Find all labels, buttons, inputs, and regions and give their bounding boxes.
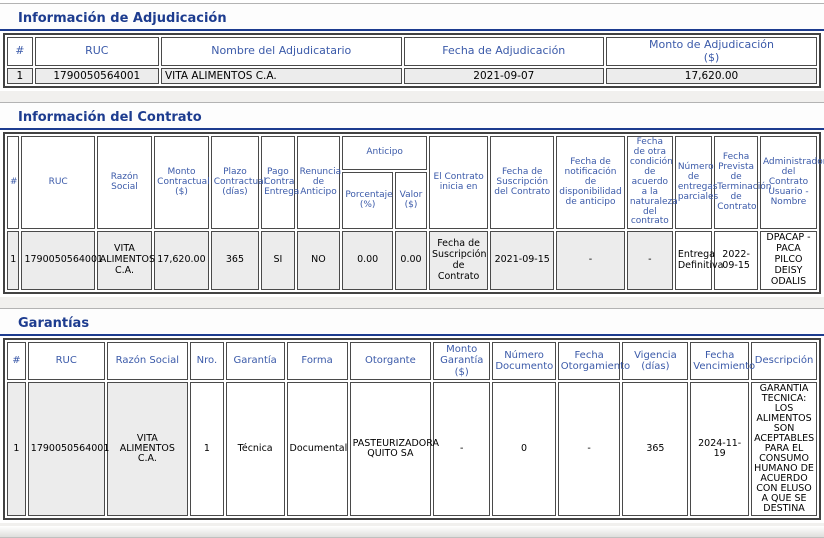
contract-header-inicia: El Contrato inicia en: [428, 136, 489, 230]
guarantees-data-row: 1 1790050564001 VITA ALIMENTOS C.A. 1 Té…: [7, 382, 817, 516]
award-table-wrap: # RUC Nombre del Adjudicatario Fecha de …: [0, 31, 824, 92]
contract-cell-anticipo-valor: 0.00: [395, 231, 427, 290]
award-header-num: #: [7, 37, 33, 67]
contract-header-razon-social: Razón Social: [96, 136, 153, 230]
contract-table-wrap: # RUC Razón Social Monto Contractual ($)…: [0, 130, 824, 297]
section-title-guarantees: Garantías: [18, 315, 90, 331]
section-title-award: Información de Adjudicación: [18, 11, 227, 26]
contract-header-anticipo-group: Anticipo: [342, 136, 427, 170]
guarantees-cell-otorgante: PASTEURIZADORA QUITO SA: [349, 382, 439, 516]
contract-cell-anticipo-porcentaje: 0.00: [342, 231, 393, 290]
guarantees-header-nro: Nro.: [190, 341, 224, 381]
contract-cell-ruc: 1790050564001: [21, 231, 103, 290]
contract-cell-razon-social: VITA ALIMENTOS C.A.: [96, 231, 155, 290]
contract-title-band: Información del Contrato: [0, 102, 824, 131]
contract-cell-plazo: 365: [210, 231, 260, 290]
contract-cell-fecha-otra-condicion: -: [626, 231, 673, 290]
guarantees-cell-numero-documento: 0: [492, 382, 556, 516]
award-header-row: # RUC Nombre del Adjudicatario Fecha de …: [7, 37, 817, 67]
contract-header-entregas-parciales: Número de entregas parciales: [674, 136, 718, 230]
contract-header-renuncia-anticipo: Renuncia de Anticipo: [296, 136, 341, 230]
guarantees-header-otorgante: Otorgante: [349, 341, 432, 381]
guarantees-header-fecha-otorgamiento: Fecha Otorgamiento: [557, 341, 630, 381]
section-gap: [0, 91, 824, 102]
award-header-date: Fecha de Adjudicación: [403, 37, 605, 67]
contract-data-row: 1 1790050564001 VITA ALIMENTOS C.A. 17,6…: [7, 231, 817, 290]
award-cell-amount: 17,620.00: [606, 68, 817, 85]
contract-cell-fecha-suscripcion: 2021-09-15: [490, 231, 555, 290]
award-cell-num: 1: [7, 68, 33, 85]
guarantees-table: # RUC Razón Social Nro. Garantía Forma O…: [3, 337, 821, 520]
contract-header-anticipo-porcentaje: Porcentaje (%): [342, 171, 393, 230]
guarantees-cell-garantia: Técnica: [225, 382, 285, 516]
bottom-gradient-bar: [0, 526, 824, 538]
guarantees-header-row: # RUC Razón Social Nro. Garantía Forma O…: [7, 341, 817, 381]
guarantees-cell-fecha-otorgamiento: -: [557, 382, 621, 516]
contract-cell-entregas-parciales: Entrega Definitiva: [674, 231, 723, 290]
contract-cell-fecha-terminacion: 2022-09-15: [714, 231, 758, 290]
guarantees-cell-num: 1: [7, 382, 26, 516]
contract-header-anticipo-valor: Valor ($): [395, 171, 427, 230]
contract-section: Información del Contrato # RUC Razón Soc…: [0, 102, 824, 297]
guarantees-header-razon-social: Razón Social: [106, 341, 189, 381]
guarantees-header-fecha-vencimiento: Fecha Vencimiento: [690, 341, 755, 381]
contract-header-fecha-otra-condicion: Fecha de otra condición de acuerdo a la …: [626, 136, 678, 230]
contract-header-num: #: [7, 136, 20, 230]
section-title-contract: Información del Contrato: [18, 110, 202, 126]
award-header-name: Nombre del Adjudicatario: [160, 37, 402, 67]
guarantees-header-descripcion: Descripción: [751, 341, 817, 381]
guarantees-table-wrap: # RUC Razón Social Nro. Garantía Forma O…: [0, 335, 824, 523]
contract-header-row-2: Porcentaje (%) Valor ($): [7, 171, 817, 230]
guarantees-header-garantia: Garantía: [225, 341, 285, 381]
contract-cell-administrador: DPACAP - PACA PILCO DEISY ODALIS: [759, 231, 817, 290]
guarantees-cell-forma: Documental: [286, 382, 348, 516]
award-cell-date: 2021-09-07: [403, 68, 605, 85]
contract-cell-monto: 17,620.00: [154, 231, 209, 290]
contract-cell-fecha-notificacion: -: [556, 231, 625, 290]
contract-table: # RUC Razón Social Monto Contractual ($)…: [3, 132, 824, 294]
guarantees-title-band: Garantías: [0, 307, 824, 336]
contract-cell-num: 1: [7, 231, 20, 290]
contract-header-fecha-notificacion: Fecha de notificación de disponibilidad …: [556, 136, 625, 230]
section-gap: [0, 297, 824, 308]
award-title-band: Información de Adjudicación: [0, 3, 824, 31]
award-header-ruc: RUC: [34, 37, 159, 67]
award-section: Información de Adjudicación # RUC Nombre…: [0, 0, 824, 92]
guarantees-cell-fecha-vencimiento: 2024-11-19: [690, 382, 750, 516]
guarantees-header-numero-documento: Número Documento: [492, 341, 556, 381]
contract-cell-inicia: Fecha de Suscripción de Contrato: [428, 231, 489, 290]
award-table: # RUC Nombre del Adjudicatario Fecha de …: [3, 33, 821, 89]
guarantees-cell-ruc: 1790050564001: [27, 382, 109, 516]
award-cell-name: VITA ALIMENTOS C.A.: [160, 68, 402, 85]
contract-header-plazo: Plazo Contractual (días): [210, 136, 266, 230]
guarantees-section: Garantías # RUC Razón Social Nro. Garant…: [0, 307, 824, 523]
guarantees-header-ruc: RUC: [27, 341, 105, 381]
contract-header-fecha-suscripcion: Fecha de Suscripción del Contrato: [490, 136, 555, 230]
guarantees-cell-vigencia: 365: [622, 382, 689, 516]
contract-header-ruc: RUC: [21, 136, 95, 230]
award-cell-ruc: 1790050564001: [34, 68, 159, 85]
guarantees-cell-nro: 1: [190, 382, 224, 516]
contract-header-fecha-terminacion: Fecha Prevista de Terminación de Contrat…: [714, 136, 771, 230]
contract-header-administrador: Administrador del Contrato Usuario - Nom…: [759, 136, 824, 230]
award-header-amount: Monto de Adjudicación ($): [606, 37, 817, 67]
contract-header-pago-contra-entrega: Pago Contra Entrega: [261, 136, 299, 230]
guarantees-header-monto-garantia: Monto Garantía ($): [433, 341, 491, 381]
guarantees-cell-razon-social: VITA ALIMENTOS C.A.: [106, 382, 189, 516]
contract-header-monto: Monto Contractual ($): [154, 136, 210, 230]
guarantees-cell-descripcion: GARANTIA TECNICA: LOS ALIMENTOS SON ACEP…: [751, 382, 817, 516]
guarantees-header-forma: Forma: [286, 341, 348, 381]
contract-header-row-1: # RUC Razón Social Monto Contractual ($)…: [7, 136, 824, 230]
guarantees-cell-monto-garantia: -: [433, 382, 491, 516]
contract-cell-pago-contra-entrega: SI: [261, 231, 295, 290]
guarantees-header-vigencia: Vigencia (días): [622, 341, 689, 381]
guarantees-header-num: #: [7, 341, 26, 381]
award-data-row: 1 1790050564001 VITA ALIMENTOS C.A. 2021…: [7, 68, 817, 85]
contract-cell-renuncia-anticipo: NO: [296, 231, 341, 290]
